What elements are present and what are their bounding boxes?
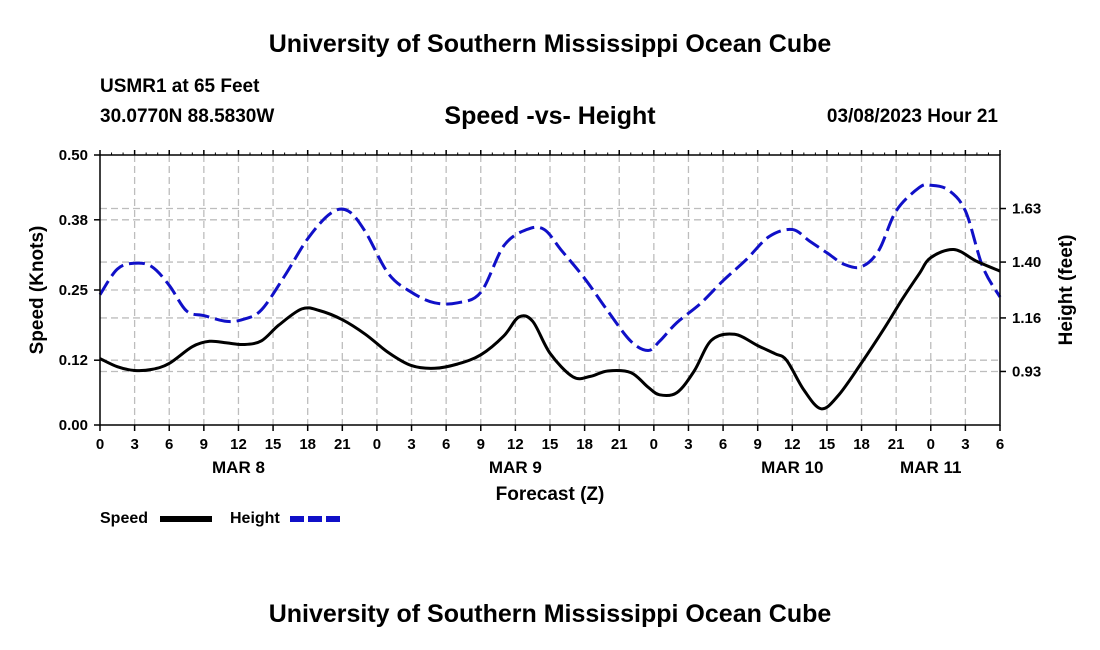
axes: 0 3 6 9 12 15 18 21 0 3 6 9 12 15 18 21 0 3 6 9 12 15 18 21 0 3 6 M…	[59, 147, 1041, 477]
y-tick-label: 0.00	[59, 417, 88, 434]
series-line-height	[98, 183, 1002, 352]
x-tick-label: 18	[853, 436, 870, 453]
y-tick-label: 0.50	[59, 147, 88, 164]
x-tick-label: 3	[130, 436, 138, 453]
x-tick-label: 12	[784, 436, 801, 453]
x-tick-label: 15	[542, 436, 559, 453]
legend-speed-swatch	[160, 516, 212, 522]
y-tick-label: 0.25	[59, 282, 88, 299]
y-tick-label: 0.12	[59, 352, 88, 369]
x-tick-label: 12	[507, 436, 524, 453]
x-tick-label: 6	[442, 436, 450, 453]
x-tick-label: 12	[230, 436, 247, 453]
y2-tick-label: 1.16	[1012, 310, 1041, 327]
forecast-datetime: 03/08/2023 Hour 21	[826, 106, 998, 127]
legend-height-label: Height	[230, 510, 280, 527]
x-tick-label: 21	[334, 436, 351, 453]
date-label: MAR 11	[900, 458, 961, 477]
x-tick-label: 6	[996, 436, 1004, 453]
x-tick-label: 0	[373, 436, 381, 453]
x-tick-label: 6	[719, 436, 727, 453]
x-tick-label: 6	[165, 436, 173, 453]
y-axis-label: Speed (Knots)	[27, 226, 48, 355]
y2-tick-label: 0.93	[1012, 363, 1041, 380]
date-label: MAR 9	[489, 458, 542, 477]
x-tick-label: 0	[96, 436, 104, 453]
legend-speed-label: Speed	[100, 510, 149, 527]
date-label: MAR 8	[212, 458, 265, 477]
y2-tick-label: 1.40	[1012, 254, 1041, 271]
x-tick-label: 18	[299, 436, 316, 453]
x-tick-label: 0	[650, 436, 658, 453]
chart-title: University of Southern Mississippi Ocean…	[268, 30, 832, 58]
x-tick-label: 21	[888, 436, 905, 453]
y2-axis-label: Height (feet)	[1056, 235, 1077, 346]
series-line-speed	[99, 247, 1001, 411]
x-tick-label: 21	[611, 436, 628, 453]
x-tick-label: 3	[684, 436, 692, 453]
plot-title: Speed -vs- Height	[444, 102, 656, 130]
legend-height-swatch	[290, 516, 342, 522]
x-tick-label: 15	[265, 436, 282, 453]
x-tick-label: 18	[576, 436, 593, 453]
footer-title: University of Southern Mississippi Ocean…	[268, 600, 832, 628]
x-tick-label: 9	[754, 436, 762, 453]
y2-tick-label: 1.63	[1012, 201, 1041, 218]
coordinates-label: 30.0770N 88.5830W	[100, 106, 275, 127]
x-tick-label: 0	[927, 436, 935, 453]
grid-lines	[100, 155, 1000, 425]
y-tick-label: 0.38	[59, 212, 88, 229]
x-tick-label: 9	[477, 436, 485, 453]
date-label: MAR 10	[761, 458, 823, 477]
station-label: USMR1 at 65 Feet	[100, 76, 260, 97]
x-tick-label: 15	[819, 436, 836, 453]
x-axis-label: Forecast (Z)	[496, 484, 605, 505]
x-tick-label: 9	[200, 436, 208, 453]
x-tick-label: 3	[961, 436, 969, 453]
series-layer	[98, 183, 1002, 411]
x-tick-label: 3	[407, 436, 415, 453]
